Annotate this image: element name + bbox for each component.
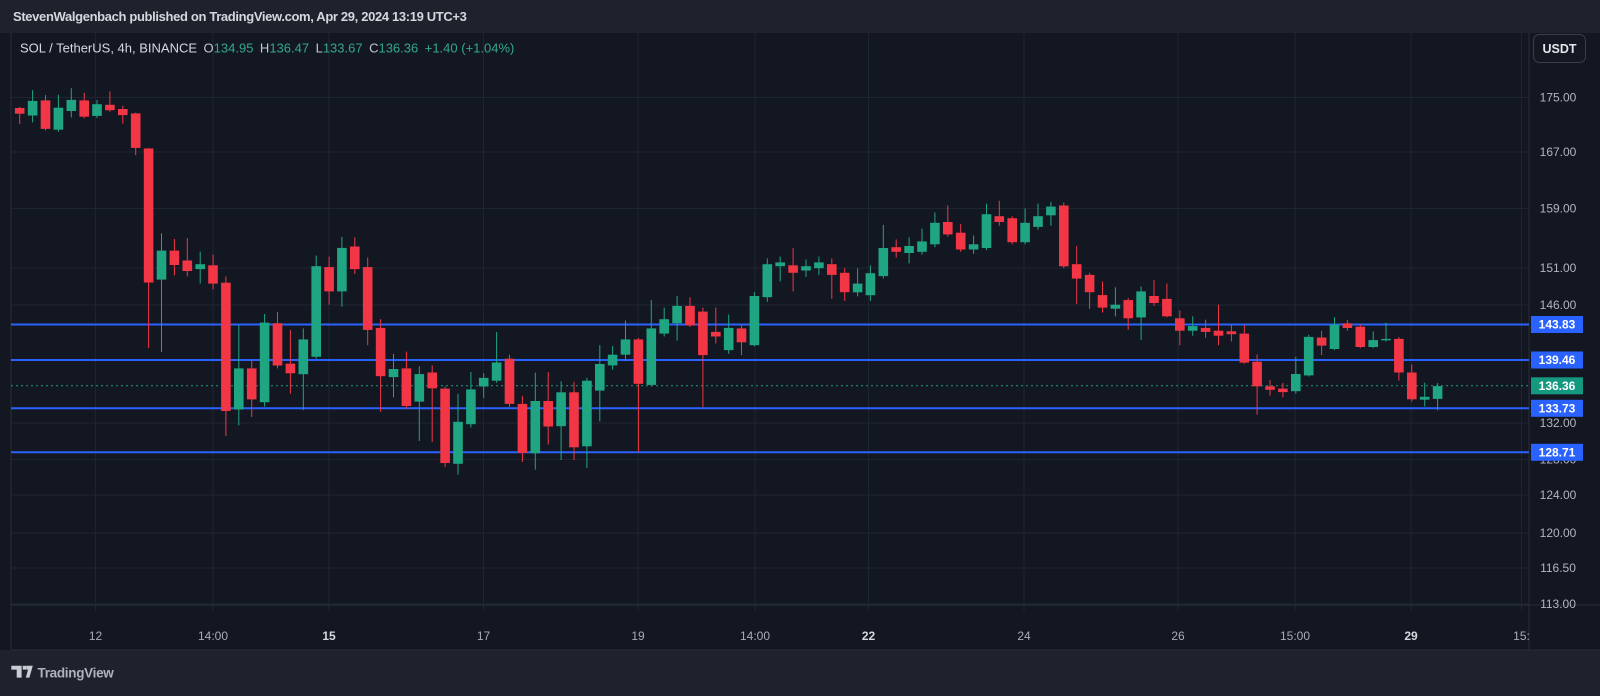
svg-text:14:00: 14:00 <box>740 629 770 643</box>
svg-text:14:00: 14:00 <box>198 629 228 643</box>
svg-text:22: 22 <box>862 629 876 643</box>
svg-text:136.36: 136.36 <box>1539 379 1576 393</box>
svg-text:139.46: 139.46 <box>1539 353 1576 367</box>
svg-text:StevenWalgenbach published on: StevenWalgenbach published on TradingVie… <box>13 9 467 24</box>
svg-text:24: 24 <box>1017 629 1031 643</box>
svg-text:132.00: 132.00 <box>1540 416 1577 430</box>
svg-text:116.50: 116.50 <box>1540 561 1576 575</box>
svg-text:19: 19 <box>631 629 645 643</box>
svg-text:151.00: 151.00 <box>1540 261 1577 275</box>
svg-text:15: 15 <box>322 629 336 643</box>
svg-text:17: 17 <box>477 629 491 643</box>
svg-text:146.00: 146.00 <box>1540 298 1577 312</box>
svg-text:143.83: 143.83 <box>1539 318 1576 332</box>
svg-text:26: 26 <box>1171 629 1185 643</box>
svg-text:128.71: 128.71 <box>1539 446 1576 460</box>
svg-text:159.00: 159.00 <box>1540 202 1577 216</box>
svg-text:29: 29 <box>1404 629 1418 643</box>
svg-text:15:: 15: <box>1513 629 1530 643</box>
svg-text:167.00: 167.00 <box>1540 145 1577 159</box>
svg-text:124.00: 124.00 <box>1540 488 1577 502</box>
svg-text:120.00: 120.00 <box>1540 526 1577 540</box>
svg-text:SOL / TetherUS, 4h, BINANCE O1: SOL / TetherUS, 4h, BINANCE O134.95 H136… <box>20 41 514 56</box>
svg-text:12: 12 <box>89 629 103 643</box>
svg-text:TradingView: TradingView <box>38 666 115 681</box>
svg-text:15:00: 15:00 <box>1280 629 1310 643</box>
svg-text:USDT: USDT <box>1542 42 1576 56</box>
svg-text:133.73: 133.73 <box>1539 402 1576 416</box>
svg-text:175.00: 175.00 <box>1540 91 1577 105</box>
svg-text:113.00: 113.00 <box>1540 597 1576 611</box>
